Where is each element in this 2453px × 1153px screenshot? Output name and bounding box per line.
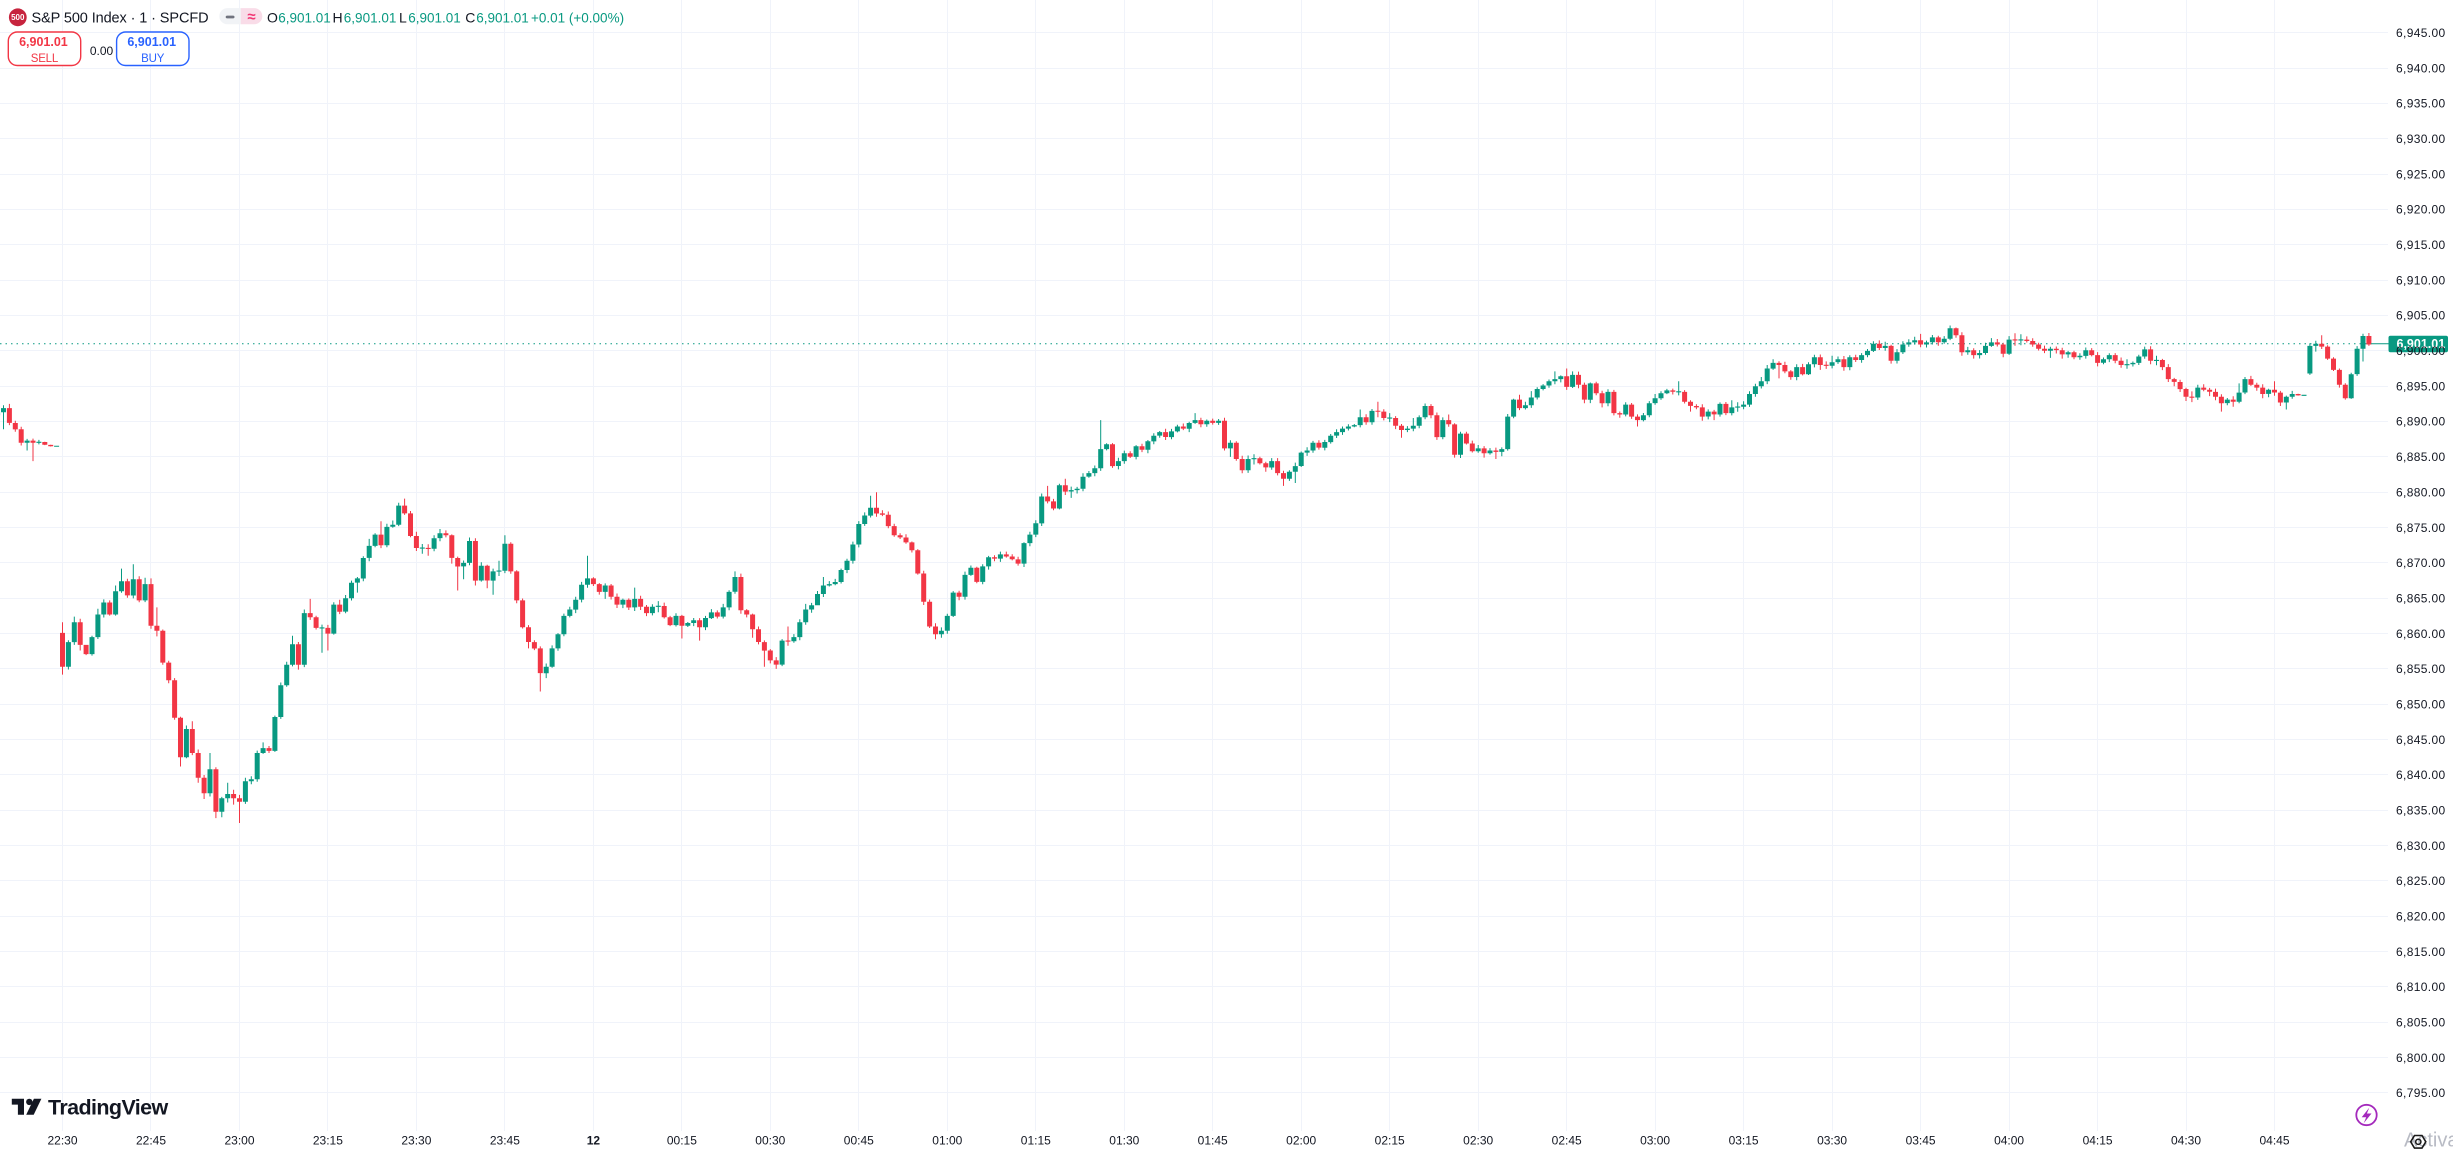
svg-text:01:45: 01:45 — [1198, 1134, 1228, 1148]
svg-text:03:00: 03:00 — [1640, 1134, 1670, 1148]
svg-text:6,850.00: 6,850.00 — [2396, 698, 2446, 712]
svg-text:03:45: 03:45 — [1906, 1134, 1936, 1148]
svg-text:01:00: 01:00 — [932, 1134, 962, 1148]
svg-text:6,835.00: 6,835.00 — [2396, 804, 2446, 818]
svg-text:02:30: 02:30 — [1463, 1134, 1493, 1148]
svg-text:≈: ≈ — [247, 9, 255, 26]
svg-text:TradingView: TradingView — [48, 1096, 169, 1120]
svg-text:6,945.00: 6,945.00 — [2396, 26, 2446, 40]
svg-text:23:30: 23:30 — [401, 1134, 431, 1148]
svg-text:6,825.00: 6,825.00 — [2396, 874, 2446, 888]
svg-text:6,901.01: 6,901.01 — [344, 10, 397, 25]
svg-text:0.00: 0.00 — [90, 44, 114, 58]
svg-text:H: H — [333, 9, 343, 25]
svg-text:02:15: 02:15 — [1375, 1134, 1405, 1148]
svg-text:6,890.00: 6,890.00 — [2396, 415, 2446, 429]
svg-text:01:15: 01:15 — [1021, 1134, 1051, 1148]
svg-text:02:00: 02:00 — [1286, 1134, 1316, 1148]
svg-text:6,901.01: 6,901.01 — [19, 35, 68, 49]
svg-text:00:15: 00:15 — [667, 1134, 697, 1148]
svg-text:6,820.00: 6,820.00 — [2396, 910, 2446, 924]
svg-text:01:30: 01:30 — [1109, 1134, 1139, 1148]
svg-text:03:15: 03:15 — [1729, 1134, 1759, 1148]
svg-text:6,870.00: 6,870.00 — [2396, 556, 2446, 570]
svg-text:6,901.01: 6,901.01 — [2397, 337, 2446, 351]
svg-text:6,901.01: 6,901.01 — [408, 10, 461, 25]
svg-text:6,840.00: 6,840.00 — [2396, 768, 2446, 782]
svg-text:L: L — [399, 9, 407, 25]
svg-text:12: 12 — [587, 1134, 601, 1148]
svg-text:6,865.00: 6,865.00 — [2396, 591, 2446, 605]
svg-text:6,810.00: 6,810.00 — [2396, 980, 2446, 994]
svg-text:SELL: SELL — [31, 53, 59, 65]
svg-text:22:30: 22:30 — [47, 1134, 77, 1148]
svg-text:6,930.00: 6,930.00 — [2396, 132, 2446, 146]
svg-text:6,805.00: 6,805.00 — [2396, 1016, 2446, 1030]
svg-text:6,800.00: 6,800.00 — [2396, 1051, 2446, 1065]
svg-text:6,895.00: 6,895.00 — [2396, 379, 2446, 393]
svg-text:6,845.00: 6,845.00 — [2396, 733, 2446, 747]
svg-text:23:45: 23:45 — [490, 1134, 520, 1148]
svg-text:02:45: 02:45 — [1552, 1134, 1582, 1148]
svg-text:6,855.00: 6,855.00 — [2396, 662, 2446, 676]
svg-text:6,901.01: 6,901.01 — [278, 10, 331, 25]
svg-text:04:00: 04:00 — [1994, 1134, 2024, 1148]
svg-text:04:45: 04:45 — [2259, 1134, 2289, 1148]
svg-text:04:15: 04:15 — [2083, 1134, 2113, 1148]
svg-text:6,920.00: 6,920.00 — [2396, 203, 2446, 217]
svg-text:S&P 500 Index · 1 · SPCFD: S&P 500 Index · 1 · SPCFD — [32, 10, 209, 26]
svg-text:23:00: 23:00 — [224, 1134, 254, 1148]
svg-text:04:30: 04:30 — [2171, 1134, 2201, 1148]
svg-text:6,815.00: 6,815.00 — [2396, 945, 2446, 959]
svg-text:+0.01 (+0.00%): +0.01 (+0.00%) — [531, 10, 624, 25]
svg-text:6,901.01: 6,901.01 — [476, 10, 529, 25]
svg-text:6,901.01: 6,901.01 — [127, 35, 176, 49]
svg-text:6,925.00: 6,925.00 — [2396, 167, 2446, 181]
svg-text:C: C — [465, 9, 475, 25]
svg-text:00:45: 00:45 — [844, 1134, 874, 1148]
svg-text:6,860.00: 6,860.00 — [2396, 627, 2446, 641]
svg-text:500: 500 — [11, 13, 25, 22]
svg-text:6,795.00: 6,795.00 — [2396, 1086, 2446, 1100]
svg-text:03:30: 03:30 — [1817, 1134, 1847, 1148]
svg-text:6,940.00: 6,940.00 — [2396, 61, 2446, 75]
svg-text:6,885.00: 6,885.00 — [2396, 450, 2446, 464]
svg-text:O: O — [267, 9, 278, 25]
svg-text:6,935.00: 6,935.00 — [2396, 97, 2446, 111]
svg-text:BUY: BUY — [141, 53, 165, 65]
svg-text:6,905.00: 6,905.00 — [2396, 309, 2446, 323]
svg-text:6,915.00: 6,915.00 — [2396, 238, 2446, 252]
svg-text:6,830.00: 6,830.00 — [2396, 839, 2446, 853]
svg-text:23:15: 23:15 — [313, 1134, 343, 1148]
svg-text:00:30: 00:30 — [755, 1134, 785, 1148]
svg-text:6,880.00: 6,880.00 — [2396, 485, 2446, 499]
svg-text:6,900.00: 6,900.00 — [2396, 344, 2446, 358]
svg-text:6,875.00: 6,875.00 — [2396, 521, 2446, 535]
svg-text:22:45: 22:45 — [136, 1134, 166, 1148]
svg-text:6,910.00: 6,910.00 — [2396, 273, 2446, 287]
